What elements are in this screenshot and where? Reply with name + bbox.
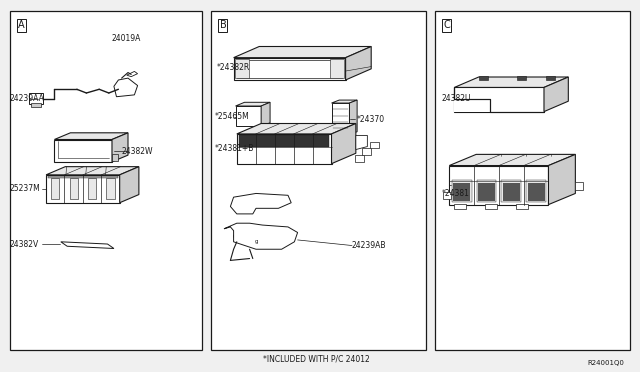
Bar (443, 192, 451, 199)
Circle shape (277, 232, 290, 240)
Bar (485, 204, 497, 209)
Text: *INCLUDED WITH P/C 24012: *INCLUDED WITH P/C 24012 (264, 355, 370, 363)
Bar (479, 76, 488, 80)
Bar (502, 180, 521, 202)
Polygon shape (236, 106, 261, 126)
Text: *24382R: *24382R (216, 63, 250, 72)
Polygon shape (234, 58, 346, 80)
Polygon shape (454, 99, 490, 112)
Bar (370, 142, 379, 148)
Bar (575, 182, 583, 190)
Text: 24382U: 24382U (442, 94, 471, 103)
Bar (503, 183, 520, 201)
Bar (10, 11, 202, 350)
Polygon shape (234, 46, 371, 58)
Text: 24382W: 24382W (122, 147, 153, 155)
Polygon shape (61, 242, 114, 248)
Polygon shape (332, 124, 356, 164)
Polygon shape (544, 77, 568, 112)
Bar (477, 180, 496, 202)
Bar (106, 178, 115, 199)
Bar (51, 178, 60, 199)
Text: *25465M: *25465M (214, 112, 249, 121)
Bar (546, 76, 555, 80)
Bar (70, 178, 78, 199)
Polygon shape (46, 167, 139, 175)
Bar (516, 204, 528, 209)
Polygon shape (46, 175, 120, 203)
Bar (237, 60, 342, 78)
Text: *24381+B: *24381+B (214, 144, 254, 153)
Bar (452, 180, 472, 202)
Polygon shape (449, 166, 548, 205)
Bar (526, 180, 546, 202)
Bar (88, 178, 96, 199)
Text: R24001Q0: R24001Q0 (587, 360, 624, 366)
Bar (29, 93, 43, 104)
Polygon shape (54, 140, 112, 162)
Circle shape (124, 87, 134, 93)
Polygon shape (120, 167, 139, 203)
Polygon shape (114, 78, 138, 97)
Text: C: C (444, 20, 451, 31)
Bar (362, 148, 371, 155)
Text: B: B (220, 20, 227, 31)
Text: 24239AA: 24239AA (10, 94, 44, 103)
Bar (235, 59, 249, 78)
Polygon shape (261, 102, 270, 126)
Polygon shape (454, 87, 544, 112)
Bar (458, 99, 464, 103)
Polygon shape (346, 46, 371, 80)
Bar (330, 59, 344, 78)
Text: 24239AB: 24239AB (352, 241, 387, 250)
Bar (31, 103, 41, 107)
Bar (527, 183, 545, 201)
Polygon shape (332, 103, 349, 135)
Polygon shape (237, 134, 332, 164)
Polygon shape (548, 154, 575, 205)
Polygon shape (237, 124, 356, 134)
Text: *24370: *24370 (357, 115, 385, 124)
Polygon shape (112, 133, 128, 162)
Text: 24382V: 24382V (10, 240, 39, 248)
Bar (355, 155, 364, 162)
Polygon shape (230, 193, 291, 214)
Text: 25237M: 25237M (10, 185, 40, 193)
Bar (454, 204, 466, 209)
Polygon shape (332, 100, 357, 103)
Polygon shape (454, 77, 568, 87)
Polygon shape (127, 71, 138, 77)
Text: *24381: *24381 (442, 189, 470, 198)
Polygon shape (349, 100, 357, 135)
Text: g: g (255, 238, 258, 244)
Bar (239, 135, 329, 147)
Bar (453, 183, 470, 201)
Polygon shape (356, 135, 367, 150)
Bar (435, 11, 630, 350)
Polygon shape (236, 102, 270, 106)
Circle shape (234, 232, 246, 240)
Text: 24019A: 24019A (112, 34, 141, 43)
Bar (211, 11, 426, 350)
Polygon shape (224, 223, 298, 249)
Bar (112, 154, 118, 161)
Bar (517, 76, 526, 80)
Bar (48, 176, 118, 178)
Polygon shape (54, 133, 128, 140)
Bar (467, 99, 474, 103)
Polygon shape (449, 154, 575, 166)
Bar (478, 183, 495, 201)
Text: A: A (18, 20, 24, 31)
